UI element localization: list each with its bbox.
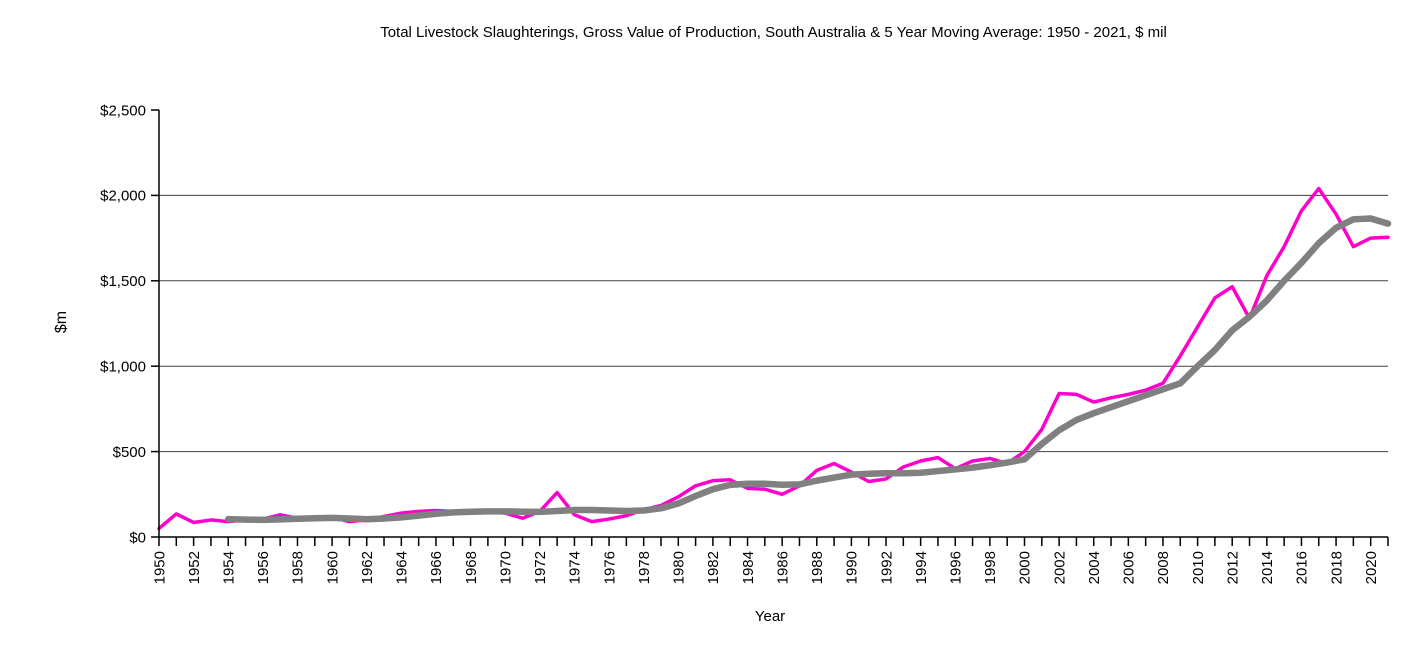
x-tick-label: 1988 <box>809 551 826 584</box>
x-axis-title: Year <box>755 608 785 625</box>
x-tick-label: 1976 <box>601 551 618 584</box>
x-tick-label: 2018 <box>1328 551 1345 584</box>
x-tick-label: 1970 <box>497 551 514 584</box>
x-tick-label: 1994 <box>913 551 930 584</box>
x-tick-label: 2014 <box>1259 551 1276 584</box>
tick-labels-group: $0 $500 $1,000 $1,500 $2,000 $2,500 1950 1952 19… <box>100 102 1380 584</box>
x-tick-label: 1950 <box>151 551 168 584</box>
x-tick-label: 1998 <box>982 551 999 584</box>
moving-average-series-line <box>224 215 1392 524</box>
x-tick-label: 1972 <box>532 551 549 584</box>
x-tick-label: 1980 <box>671 551 688 584</box>
x-tick-label: 1992 <box>878 551 895 584</box>
x-tick-label: 1978 <box>636 551 653 584</box>
x-tick-label: 1968 <box>463 551 480 584</box>
x-tick-label: 2016 <box>1294 551 1311 584</box>
gridlines-group <box>159 194 1388 453</box>
x-tick-label: 1958 <box>290 551 307 584</box>
x-tick-label: 1962 <box>359 551 376 584</box>
x-tick-label: 1984 <box>740 551 757 584</box>
y-tick-label: $1,000 <box>100 358 146 375</box>
y-tick-label: $2,500 <box>100 102 146 119</box>
x-tick-label: 2004 <box>1086 551 1103 584</box>
x-tick-label: 2010 <box>1190 551 1207 584</box>
x-tick-label: 2020 <box>1363 551 1380 584</box>
chart-title: Total Livestock Slaughterings, Gross Val… <box>380 24 1167 41</box>
x-tick-label: 2006 <box>1121 551 1138 584</box>
y-tick-label: $500 <box>113 444 146 461</box>
x-tick-label: 1960 <box>324 551 341 584</box>
axes-group <box>151 109 1389 546</box>
y-tick-label: $2,000 <box>100 188 146 205</box>
x-tick-label: 1990 <box>844 551 861 584</box>
y-axis-title: $m <box>53 311 70 333</box>
series-group <box>157 186 1392 531</box>
x-tick-label: 1974 <box>567 551 584 584</box>
x-tick-label: 1952 <box>186 551 203 584</box>
y-tick-label: $1,500 <box>100 273 146 290</box>
x-tick-label: 2012 <box>1224 551 1241 584</box>
x-tick-label: 1982 <box>705 551 722 584</box>
x-tick-label: 2000 <box>1017 551 1034 584</box>
x-tick-label: 2008 <box>1155 551 1172 584</box>
x-tick-label: 1996 <box>948 551 965 584</box>
x-tick-label: 1956 <box>255 551 272 584</box>
x-tick-label: 1966 <box>428 551 445 584</box>
x-tick-label: 1964 <box>394 551 411 584</box>
x-tick-label: 2002 <box>1051 551 1068 584</box>
x-tick-label: 1986 <box>774 551 791 584</box>
y-tick-label: $0 <box>129 529 146 546</box>
x-tick-label: 1954 <box>220 551 237 584</box>
